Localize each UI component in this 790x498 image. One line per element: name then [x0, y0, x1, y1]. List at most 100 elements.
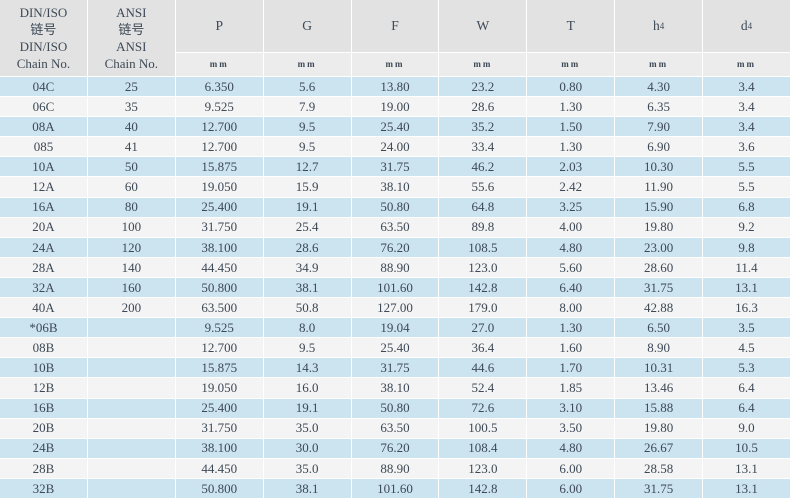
cell-W: 72.6: [439, 398, 527, 418]
cell-P: 6.350: [175, 77, 263, 97]
cell-P: 38.100: [175, 237, 263, 257]
cell-chain-no: 20A: [0, 217, 87, 237]
cell-P: 50.800: [175, 478, 263, 498]
cell-W: 89.8: [439, 217, 527, 237]
cell-G: 34.9: [263, 257, 351, 277]
cell-T: 4.00: [527, 217, 615, 237]
cell-W: 108.4: [439, 438, 527, 458]
cell-ansi-no: 40: [87, 117, 175, 137]
cell-ansi-no: [87, 338, 175, 358]
cell-chain-no: 32A: [0, 277, 87, 298]
unit-cell-W: mm: [439, 53, 527, 76]
cell-chain-no: *06B: [0, 318, 87, 338]
cell-ansi-no: 60: [87, 177, 175, 197]
cell-h4: 42.88: [615, 298, 703, 318]
cell-d4: 13.1: [703, 478, 790, 498]
cell-F: 38.10: [351, 378, 439, 398]
cell-h4: 10.30: [615, 157, 703, 177]
cell-d4: 6.4: [703, 398, 790, 418]
cell-chain-no: 10A: [0, 157, 87, 177]
cell-F: 24.00: [351, 137, 439, 157]
cell-P: 15.875: [175, 358, 263, 378]
cell-F: 76.20: [351, 438, 439, 458]
cell-h4: 6.35: [615, 97, 703, 117]
cell-F: 25.40: [351, 117, 439, 137]
cell-T: 1.30: [527, 137, 615, 157]
cell-T: 6.40: [527, 277, 615, 298]
cell-T: 5.60: [527, 257, 615, 277]
cell-d4: 9.8: [703, 237, 790, 257]
cell-F: 88.90: [351, 458, 439, 478]
cell-P: 31.750: [175, 217, 263, 237]
cell-T: 3.50: [527, 418, 615, 438]
cell-F: 63.50: [351, 418, 439, 438]
cell-chain-no: 08A: [0, 117, 87, 137]
cell-h4: 31.75: [615, 478, 703, 498]
cell-W: 64.8: [439, 197, 527, 217]
cell-ansi-no: 200: [87, 298, 175, 318]
cell-F: 127.00: [351, 298, 439, 318]
column-header-ansi-chain-no: ANSI 链号 ANSI Chain No.: [87, 0, 175, 76]
cell-h4: 13.46: [615, 378, 703, 398]
cell-W: 142.8: [439, 478, 527, 498]
cell-d4: 13.1: [703, 458, 790, 478]
cell-h4: 19.80: [615, 418, 703, 438]
unit-cell-G: mm: [263, 53, 351, 76]
cell-F: 50.80: [351, 398, 439, 418]
column-header-din-iso-chain-no: DIN/ISO 链号 DIN/ISO Chain No.: [0, 0, 87, 76]
cell-G: 9.5: [263, 137, 351, 157]
cell-G: 38.1: [263, 478, 351, 498]
column-header-T: T: [527, 0, 615, 52]
cell-h4: 31.75: [615, 277, 703, 298]
cell-T: 8.00: [527, 298, 615, 318]
cell-T: 0.80: [527, 77, 615, 97]
cell-G: 38.1: [263, 277, 351, 298]
cell-P: 38.100: [175, 438, 263, 458]
cell-W: 33.4: [439, 137, 527, 157]
cell-h4: 15.88: [615, 398, 703, 418]
cell-d4: 3.4: [703, 77, 790, 97]
cell-h4: 26.67: [615, 438, 703, 458]
cell-h4: 15.90: [615, 197, 703, 217]
cell-G: 8.0: [263, 318, 351, 338]
cell-W: 23.2: [439, 77, 527, 97]
cell-ansi-no: 35: [87, 97, 175, 117]
cell-d4: 9.2: [703, 217, 790, 237]
cell-G: 9.5: [263, 338, 351, 358]
cell-F: 13.80: [351, 77, 439, 97]
cell-F: 38.10: [351, 177, 439, 197]
cell-F: 63.50: [351, 217, 439, 237]
cell-G: 35.0: [263, 458, 351, 478]
cell-h4: 10.31: [615, 358, 703, 378]
cell-W: 52.4: [439, 378, 527, 398]
cell-ansi-no: [87, 398, 175, 418]
cell-P: 9.525: [175, 97, 263, 117]
cell-ansi-no: 25: [87, 77, 175, 97]
cell-h4: 28.58: [615, 458, 703, 478]
cell-d4: 3.5: [703, 318, 790, 338]
column-header-W: W: [439, 0, 527, 52]
cell-T: 1.85: [527, 378, 615, 398]
unit-cell-P: mm: [175, 53, 263, 76]
cell-chain-no: 20B: [0, 418, 87, 438]
cell-P: 44.450: [175, 257, 263, 277]
cell-d4: 5.5: [703, 177, 790, 197]
cell-F: 101.60: [351, 478, 439, 498]
cell-d4: 5.3: [703, 358, 790, 378]
cell-chain-no: 08B: [0, 338, 87, 358]
cell-W: 123.0: [439, 257, 527, 277]
cell-T: 1.70: [527, 358, 615, 378]
cell-W: 142.8: [439, 277, 527, 298]
cell-G: 19.1: [263, 398, 351, 418]
cell-G: 14.3: [263, 358, 351, 378]
cell-d4: 3.4: [703, 97, 790, 117]
cell-F: 50.80: [351, 197, 439, 217]
cell-T: 6.00: [527, 478, 615, 498]
cell-W: 36.4: [439, 338, 527, 358]
cell-F: 19.00: [351, 97, 439, 117]
cell-h4: 6.50: [615, 318, 703, 338]
cell-chain-no: 28B: [0, 458, 87, 478]
cell-chain-no: 24B: [0, 438, 87, 458]
cell-T: 4.80: [527, 237, 615, 257]
cell-ansi-no: [87, 438, 175, 458]
